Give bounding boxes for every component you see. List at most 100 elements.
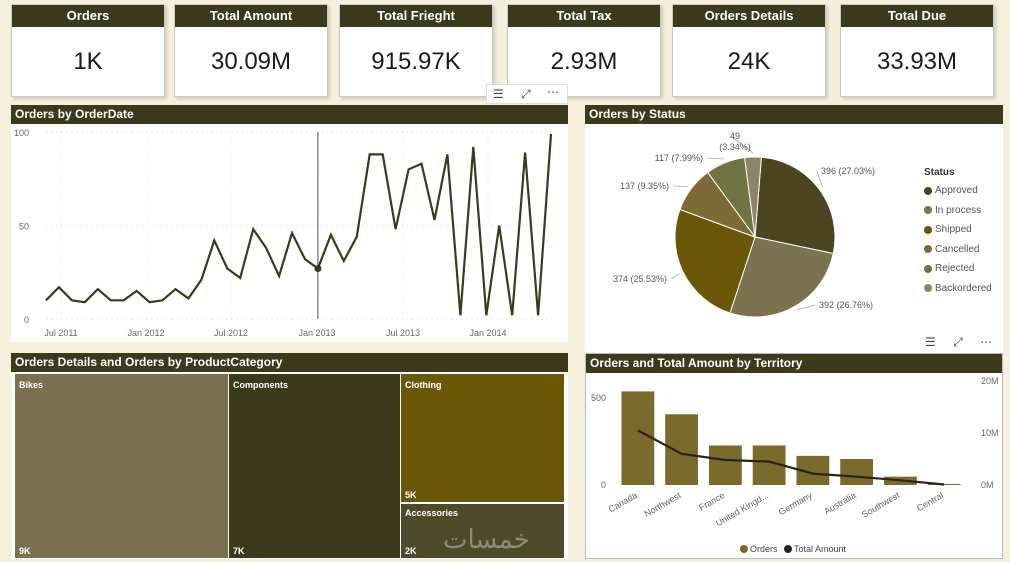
legend-label: Cancelled bbox=[935, 243, 980, 255]
kpi-label: Total Amount bbox=[175, 5, 327, 27]
kpi-card-total-tax[interactable]: Total Tax 2.93M bbox=[507, 4, 661, 97]
leader-line bbox=[796, 304, 816, 311]
x-tick-label: Northwest bbox=[643, 490, 684, 519]
focus-mode-icon[interactable]: ⤢ bbox=[521, 87, 531, 101]
treemap-label: Accessories bbox=[405, 508, 459, 518]
legend-swatch bbox=[924, 186, 932, 195]
kpi-label: Total Due bbox=[841, 5, 993, 27]
pie-slice bbox=[754, 156, 836, 255]
watermark: خمسات bbox=[443, 525, 530, 555]
kpi-label: Total Tax bbox=[508, 5, 660, 27]
bar-orders bbox=[665, 414, 699, 485]
treemap-panel[interactable]: Orders Details and Orders by ProductCate… bbox=[11, 353, 568, 559]
leader-line bbox=[730, 135, 754, 154]
y-tick-label: 50 bbox=[19, 222, 29, 232]
y2-tick-label: 20M bbox=[981, 376, 999, 386]
legend-swatch bbox=[924, 264, 932, 273]
x-tick-label: France bbox=[697, 490, 726, 513]
legend-swatch bbox=[924, 284, 932, 292]
y-tick-label: 0 bbox=[601, 480, 606, 490]
hover-point bbox=[314, 265, 322, 273]
x-tick-label: Jan 2012 bbox=[127, 328, 164, 338]
x-tick-label: Jan 2013 bbox=[298, 328, 335, 338]
bar-chart-panel[interactable]: Orders and Total Amount by Territory 0 50… bbox=[585, 353, 1003, 559]
legend-item[interactable]: Backordered bbox=[924, 283, 992, 294]
kpi-card-total-amount[interactable]: Total Amount 30.09M bbox=[174, 4, 328, 97]
y2-tick-label: 0M bbox=[981, 480, 994, 490]
legend-item[interactable]: Shipped bbox=[924, 224, 972, 235]
treemap-cell-clothing[interactable]: Clothing 5K bbox=[400, 374, 564, 502]
kpi-card-orders-details[interactable]: Orders Details 24K bbox=[672, 4, 826, 97]
kpi-label: Total Frieght bbox=[340, 5, 492, 27]
kpi-value: 33.93M bbox=[876, 48, 958, 75]
y-tick-label: 0 bbox=[24, 315, 29, 325]
slice-label: (3.34%) bbox=[719, 142, 751, 152]
y-tick-label: 100 bbox=[14, 128, 29, 138]
leader-line bbox=[670, 273, 680, 280]
legend-label: Shipped bbox=[935, 224, 972, 235]
line-chart[interactable]: 0 50 100 Jul 2011 Jan 2012 Jul 2012 Jan 2013 Ju… bbox=[11, 124, 568, 342]
pie-slice bbox=[674, 208, 756, 314]
legend-swatch bbox=[924, 225, 932, 234]
panel-title: Orders Details and Orders by ProductCate… bbox=[11, 353, 568, 372]
treemap-label: Components bbox=[233, 380, 288, 390]
treemap-label: Bikes bbox=[19, 380, 44, 390]
legend-swatch bbox=[924, 206, 932, 214]
slice-label: 137 (9.35%) bbox=[620, 181, 669, 191]
legend-item[interactable]: Rejected bbox=[924, 263, 974, 274]
kpi-label: Orders bbox=[12, 5, 164, 27]
legend-label: Total Amount bbox=[794, 544, 847, 554]
x-tick-label: Germany bbox=[777, 490, 814, 517]
focus-mode-icon[interactable]: ⤢ bbox=[953, 335, 963, 349]
x-tick-label: Australia bbox=[822, 490, 857, 516]
slice-label: 49 bbox=[730, 131, 740, 141]
series-line-total-amount bbox=[637, 429, 945, 486]
pie-slice bbox=[744, 156, 762, 238]
treemap-value: 7K bbox=[233, 546, 245, 556]
x-tick-label: Jan 2014 bbox=[469, 328, 506, 338]
treemap-cell-components[interactable]: Components 7K bbox=[228, 374, 400, 558]
bar-orders bbox=[927, 483, 961, 485]
more-options-icon[interactable]: ⋯ bbox=[547, 85, 559, 99]
leader-line bbox=[816, 170, 823, 187]
treemap-value: 5K bbox=[405, 490, 417, 500]
legend-swatch bbox=[924, 245, 932, 253]
filter-icon[interactable]: ☰ bbox=[925, 335, 936, 349]
treemap-label: Clothing bbox=[405, 380, 442, 390]
treemap-cell-accessories[interactable]: Accessories 2K bbox=[400, 503, 564, 558]
legend-item[interactable]: Cancelled bbox=[924, 244, 979, 255]
x-tick-label: Jul 2013 bbox=[386, 328, 420, 338]
x-tick-label: Southwest bbox=[860, 490, 902, 520]
legend-item[interactable]: In process bbox=[924, 205, 981, 216]
pie-chart-panel[interactable]: Orders by Status 396 (27.03%) 392 (26.76%… bbox=[585, 105, 1003, 353]
legend-swatch bbox=[740, 545, 748, 553]
kpi-label: Orders Details bbox=[673, 5, 825, 27]
legend-label: Rejected bbox=[935, 263, 975, 274]
kpi-card-total-freight[interactable]: Total Frieght 915.97K bbox=[339, 4, 493, 97]
line-chart-panel[interactable]: Orders by OrderDate 0 50 100 Jul 2011 Jan 20… bbox=[11, 105, 568, 342]
kpi-card-total-due[interactable]: Total Due 33.93M bbox=[840, 4, 994, 97]
more-options-icon[interactable]: ⋯ bbox=[980, 335, 993, 349]
pie-slice bbox=[729, 236, 834, 318]
slice-label: 392 (26.76%) bbox=[819, 300, 873, 310]
leader-line bbox=[706, 157, 724, 160]
pie-chart[interactable]: 396 (27.03%) 392 (26.76%) 374 (25.53%) 137 … bbox=[585, 124, 1003, 353]
kpi-value: 24K bbox=[727, 48, 771, 75]
bar-orders bbox=[621, 391, 655, 485]
legend-label: Backordered bbox=[935, 282, 992, 294]
treemap-cell-bikes[interactable]: Bikes 9K bbox=[15, 374, 228, 558]
x-tick-label: Jul 2011 bbox=[44, 328, 77, 338]
x-tick-label: Central bbox=[915, 490, 945, 513]
kpi-card-orders[interactable]: Orders 1K bbox=[11, 4, 165, 97]
treemap-value: 2K bbox=[405, 546, 417, 556]
line-visual-toolbar: ☰ ⤢ ⋯ bbox=[486, 84, 568, 104]
legend-label: Orders bbox=[750, 544, 778, 554]
legend-item[interactable]: Approved bbox=[924, 185, 978, 196]
slice-label: 374 (25.53%) bbox=[613, 274, 667, 284]
legend-title: Status bbox=[924, 167, 955, 178]
x-tick-label: Jul 2012 bbox=[214, 328, 248, 338]
bar-orders bbox=[840, 459, 874, 485]
filter-icon[interactable]: ☰ bbox=[493, 87, 504, 101]
legend-swatch bbox=[784, 545, 792, 553]
